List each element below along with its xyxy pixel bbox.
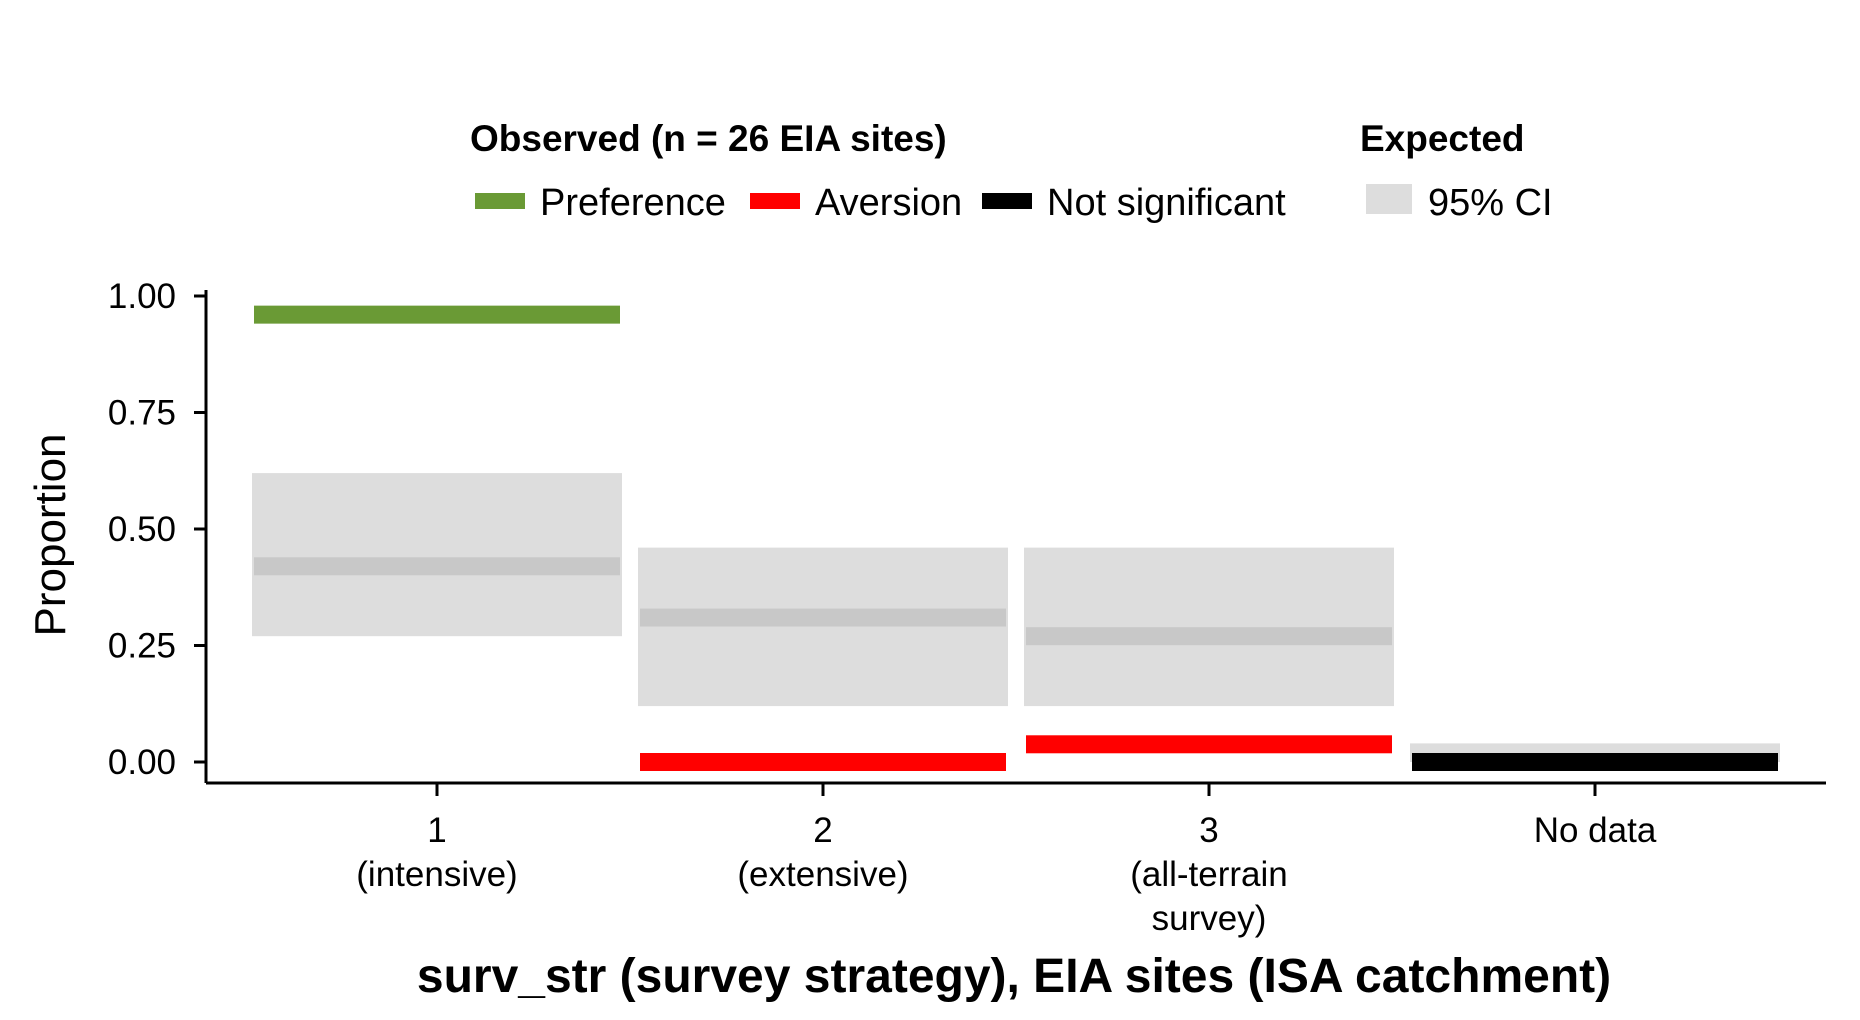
x-axis-title: surv_str (survey strategy), EIA sites (I… <box>417 950 1611 1003</box>
x-tick-label-4-line-1: No data <box>1534 811 1657 850</box>
legend-label-aversion: Aversion <box>815 182 962 224</box>
observed-bar-3 <box>1026 735 1392 754</box>
legend-label-preference: Preference <box>540 182 726 224</box>
ci-band-3 <box>1024 547 1394 707</box>
y-tick-label-1: 0.25 <box>108 627 176 666</box>
x-tick-label-3-line-1: 3 <box>1199 811 1218 850</box>
y-tick-label-2: 0.50 <box>108 510 176 549</box>
x-tick-label-3-line-2: (all-terrain <box>1130 855 1288 894</box>
legend-swatch-aversion <box>750 193 800 209</box>
observed-bar-2 <box>640 753 1006 771</box>
legend-label-not-significant: Not significant <box>1047 182 1286 224</box>
expected-mean-1 <box>254 557 620 576</box>
x-tick-label-1-line-2: (intensive) <box>356 855 517 894</box>
legend-swatch-ci <box>1366 184 1412 214</box>
observed-bar-4 <box>1412 753 1778 771</box>
legend-swatch-not-significant <box>982 193 1032 209</box>
ci-band-2 <box>638 547 1008 707</box>
observed-bar-1 <box>254 305 620 324</box>
expected-mean-3 <box>1026 627 1392 646</box>
y-tick-label-0: 0.00 <box>108 743 176 782</box>
legend: Observed (n = 26 EIA sites) Expected Pre… <box>470 118 1553 224</box>
expected-mean-2 <box>640 608 1006 627</box>
legend-expected-title: Expected <box>1360 118 1525 159</box>
y-tick-label-4: 1.00 <box>108 277 176 316</box>
x-axis-ticks: 1 (intensive) 2 (extensive) 3 (all-terrain sur… <box>356 783 1657 938</box>
legend-swatch-preference <box>475 193 525 209</box>
y-axis-title: Proportion <box>26 433 75 636</box>
x-tick-label-1-line-1: 1 <box>427 811 446 850</box>
ci-band-1 <box>252 473 622 637</box>
x-tick-label-3-line-3: survey) <box>1152 899 1267 938</box>
legend-label-ci: 95% CI <box>1428 182 1553 224</box>
x-tick-label-2-line-2: (extensive) <box>737 855 908 894</box>
y-tick-label-3: 0.75 <box>108 394 176 433</box>
x-tick-label-2-line-1: 2 <box>813 811 832 850</box>
legend-observed-title: Observed (n = 26 EIA sites) <box>470 118 947 159</box>
plot-area <box>252 305 1780 771</box>
y-axis-ticks: 0.00 0.25 0.50 0.75 1.00 <box>108 277 206 782</box>
